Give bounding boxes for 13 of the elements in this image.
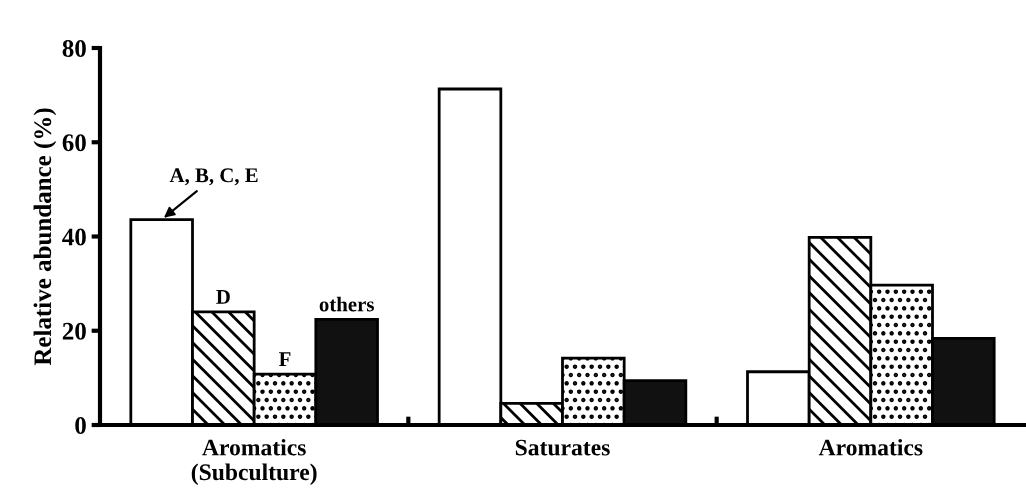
y-tick-label: 0 xyxy=(75,417,86,434)
series-label: D xyxy=(216,290,230,304)
x-tick-label: Aromatics xyxy=(818,438,923,456)
series-label: others xyxy=(319,296,374,312)
y-tick-label: 80 xyxy=(62,40,86,57)
x-tick-label: Aromatics (Subculture) xyxy=(191,438,317,485)
y-tick-label: 20 xyxy=(62,322,86,340)
series-label: A, B, C, E xyxy=(169,168,258,186)
x-tick-label: Saturates xyxy=(515,439,610,456)
series-label: F xyxy=(278,352,291,366)
y-axis-title: Relative abundance (%) xyxy=(33,108,57,366)
y-tick-label: 40 xyxy=(62,228,86,246)
y-tick-label: 60 xyxy=(62,134,86,152)
